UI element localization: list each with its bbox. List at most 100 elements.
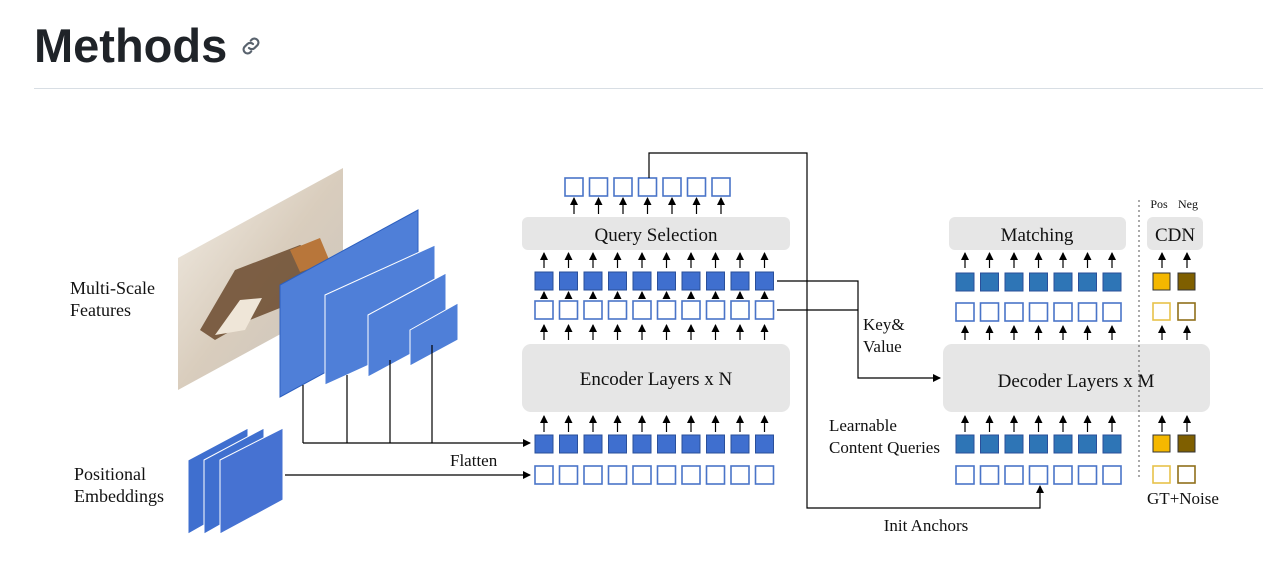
neg-label: Neg	[1178, 197, 1198, 211]
token	[1028, 465, 1049, 485]
cdn-block	[1147, 217, 1203, 250]
token	[1004, 465, 1024, 485]
token	[980, 434, 999, 454]
positional-embedding-maps	[187, 427, 284, 535]
token	[730, 300, 750, 320]
token	[955, 272, 975, 292]
token	[681, 465, 701, 485]
token	[1029, 272, 1048, 292]
token	[558, 465, 579, 485]
token	[1078, 434, 1097, 454]
token	[681, 271, 701, 291]
token	[1053, 434, 1073, 454]
token	[706, 271, 725, 291]
token	[656, 300, 677, 320]
token	[955, 465, 975, 485]
positional-label-line1: Positional	[74, 464, 146, 484]
pos-label: Pos	[1150, 197, 1168, 211]
encoder-block	[522, 344, 790, 412]
token	[662, 177, 682, 197]
flatten-connectors	[285, 345, 531, 479]
token	[1053, 302, 1073, 322]
token	[656, 465, 677, 485]
token	[657, 434, 676, 454]
token	[955, 434, 975, 454]
token	[730, 465, 750, 485]
token	[980, 272, 999, 292]
token	[632, 465, 652, 485]
token	[955, 302, 975, 322]
token	[632, 271, 652, 291]
token	[755, 271, 774, 291]
token	[1029, 434, 1048, 454]
token	[730, 271, 750, 291]
decoder-anchor-queries	[955, 465, 1122, 485]
encoder-label: Encoder Layers x N	[580, 369, 733, 390]
features-label-line1: Multi-Scale	[70, 278, 155, 298]
encoder-output-tokens-empty	[534, 300, 775, 320]
token	[657, 271, 676, 291]
token	[534, 300, 554, 320]
features-label-line2: Features	[70, 300, 131, 320]
token	[730, 434, 750, 454]
token	[1102, 302, 1122, 322]
init-anchors-label: Init Anchors	[884, 516, 969, 535]
heading-divider	[34, 88, 1263, 89]
positional-label-line2: Embeddings	[74, 486, 164, 506]
token	[583, 434, 603, 454]
token	[1028, 302, 1049, 322]
decoder-label: Decoder Layers x M	[998, 371, 1155, 392]
token	[608, 434, 627, 454]
token	[632, 434, 652, 454]
token	[755, 434, 774, 454]
token	[534, 465, 554, 485]
flatten-label: Flatten	[450, 451, 498, 470]
token	[1077, 465, 1098, 485]
matching-block	[949, 217, 1126, 250]
token	[1102, 272, 1122, 292]
token	[632, 300, 652, 320]
query-selection-block	[522, 217, 790, 250]
matching-label: Matching	[1001, 225, 1074, 246]
token	[686, 177, 707, 197]
token	[637, 177, 658, 197]
token	[608, 271, 627, 291]
multi-scale-feature-maps	[279, 209, 459, 398]
decoder-output-tokens-filled	[955, 272, 1122, 292]
token	[534, 271, 554, 291]
token	[754, 300, 775, 320]
token	[1077, 302, 1098, 322]
token	[754, 465, 775, 485]
token	[706, 434, 725, 454]
token-arrows	[540, 197, 1191, 432]
token	[1078, 272, 1097, 292]
token	[583, 271, 603, 291]
learnable-label-line1: Learnable	[829, 416, 897, 435]
key-value-label-line1: Key&	[863, 315, 905, 334]
token	[588, 177, 609, 197]
link-icon[interactable]	[239, 34, 263, 58]
decoder-content-queries	[955, 434, 1122, 454]
token	[583, 465, 603, 485]
selected-query-tokens	[564, 177, 731, 197]
token	[558, 300, 579, 320]
token	[534, 434, 554, 454]
token	[1102, 434, 1122, 454]
token	[1004, 302, 1024, 322]
token	[979, 302, 1000, 322]
decoder-block	[943, 344, 1210, 412]
page-title: Methods	[34, 14, 263, 78]
token	[564, 177, 584, 197]
token	[1053, 272, 1073, 292]
encoder-input-tokens-filled	[534, 434, 774, 454]
encoder-output-tokens-filled	[534, 271, 774, 291]
token	[559, 434, 578, 454]
token	[711, 177, 731, 197]
token	[1004, 272, 1024, 292]
token	[979, 465, 1000, 485]
cdn-noise-tokens	[1152, 272, 1196, 484]
token	[1053, 465, 1073, 485]
token	[1004, 434, 1024, 454]
token	[583, 300, 603, 320]
